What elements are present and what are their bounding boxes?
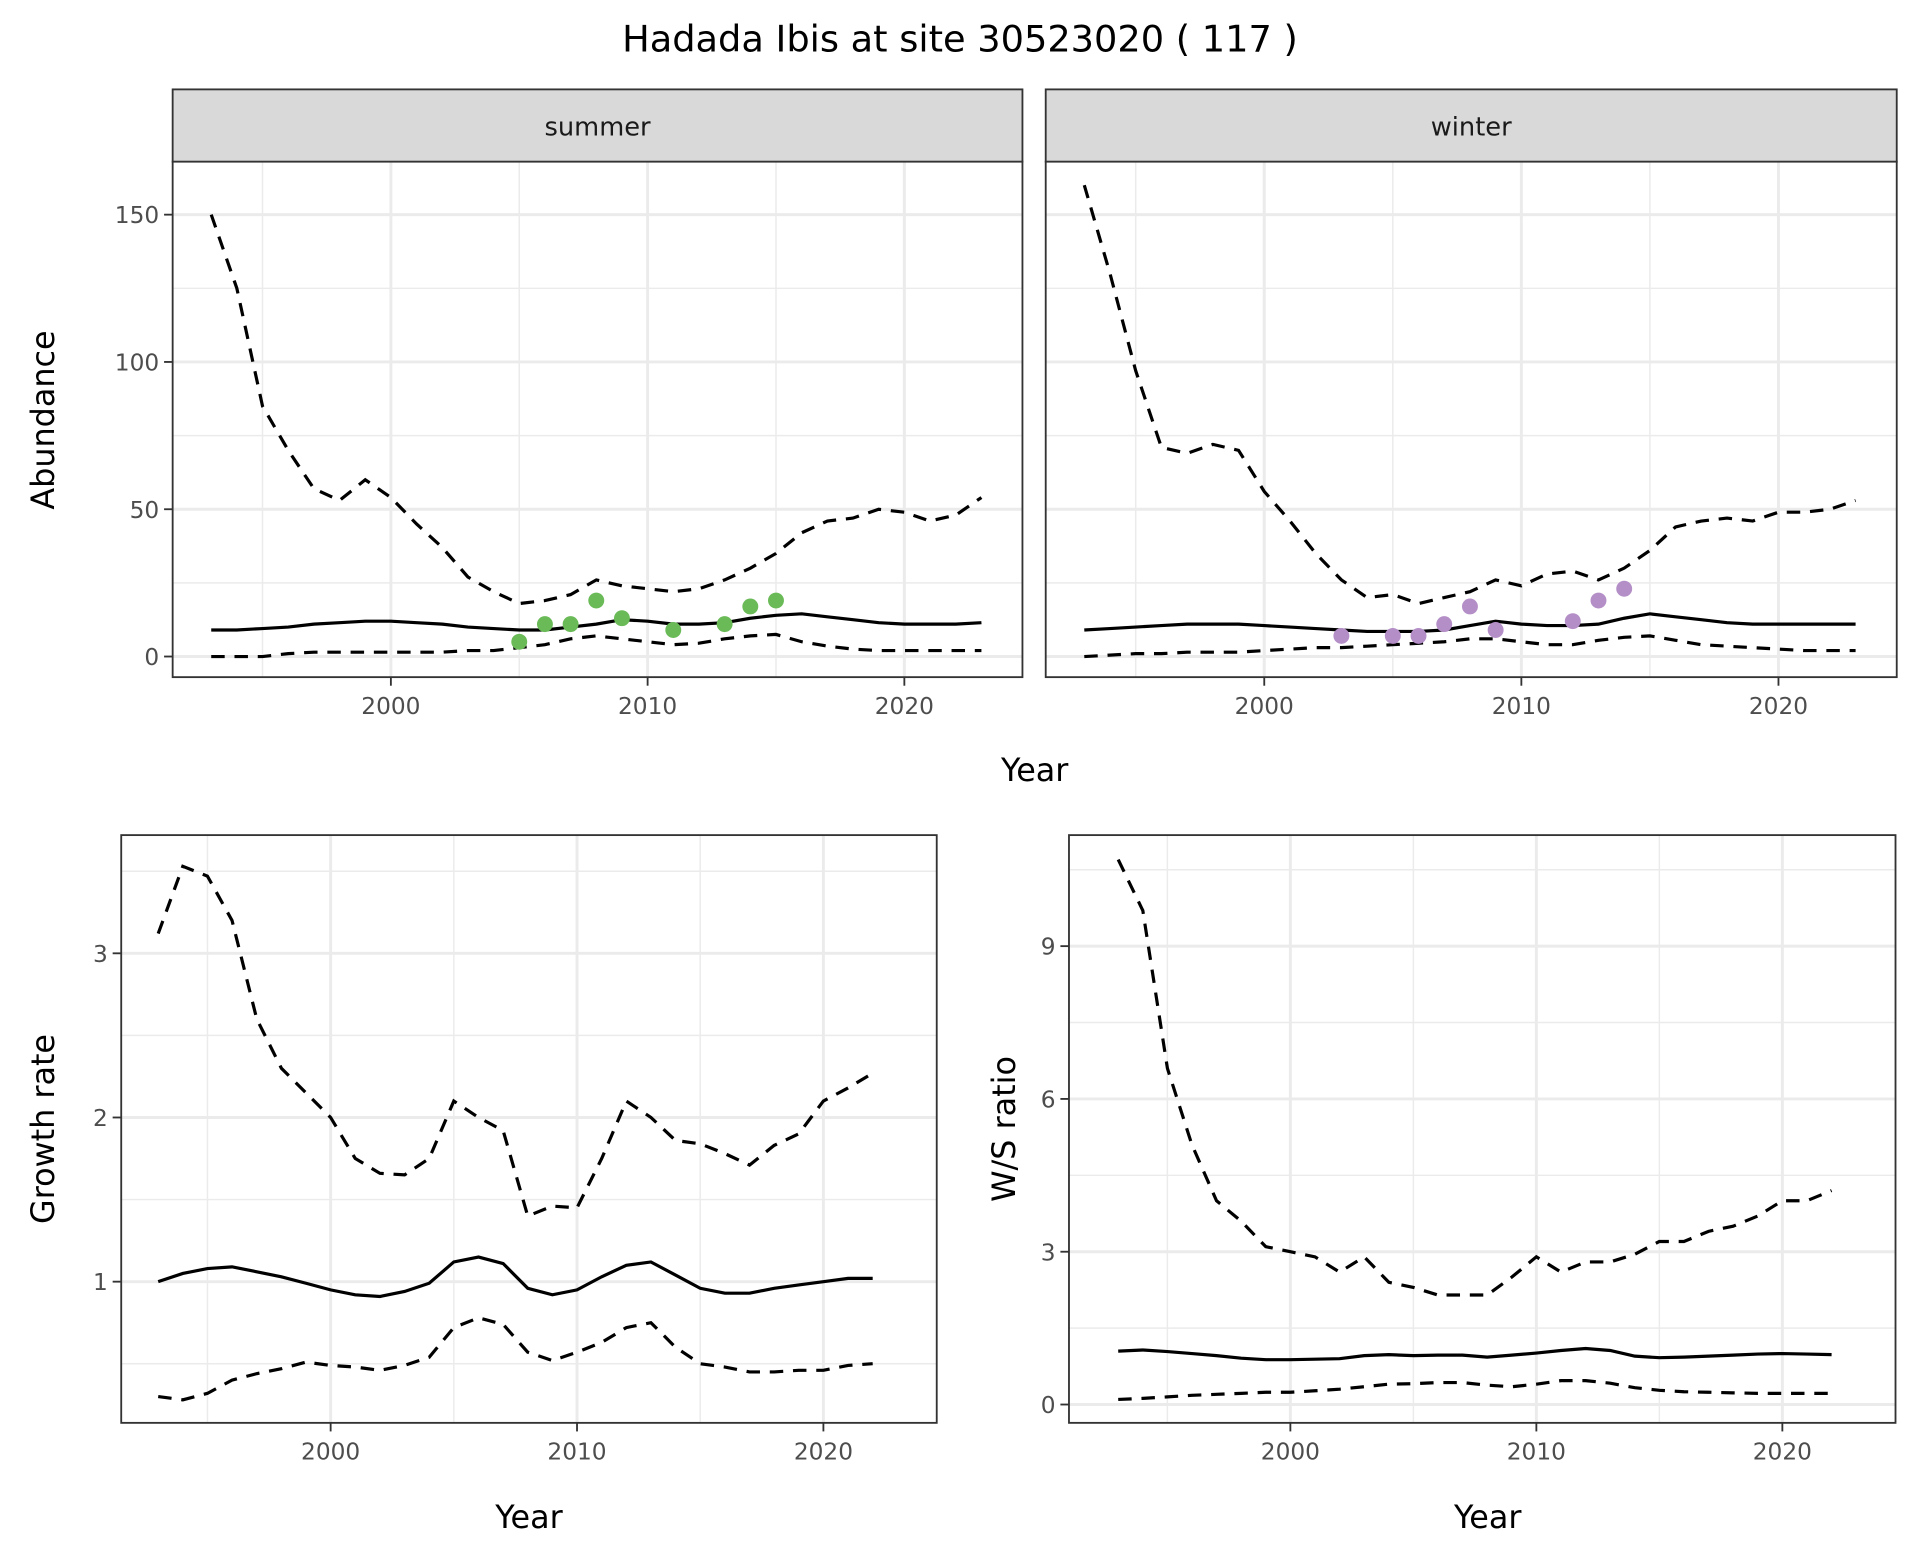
observation-point [1487, 622, 1504, 638]
figure-title: Hadada Ibis at site 30523020 ( 117 ) [622, 17, 1298, 60]
observation-point [1384, 627, 1401, 644]
upper-ci-line [1116, 858, 1833, 1297]
y-tick-label: 3 [93, 941, 108, 968]
y-tick-label: 0 [1041, 1392, 1056, 1419]
panel-ws-ratio: 2000 2010 2020 0 3 6 9 W/S ratio Year [985, 834, 1897, 1536]
lower-ci-line [211, 632, 982, 659]
observation-point [1333, 627, 1350, 644]
x-tick-label: 2010 [1492, 693, 1551, 720]
panel-border [120, 834, 938, 1424]
observation-point [768, 592, 784, 609]
x-tick-label: 2020 [875, 693, 934, 720]
x-tick-label: 2000 [301, 1439, 360, 1466]
upper-ci-line [209, 214, 983, 606]
panel-summer: 2000 2010 2020 0 50 100 150 summer Abundance [24, 88, 1024, 720]
x-tick-label: 2000 [1261, 1439, 1320, 1466]
mean-line [1118, 1346, 1832, 1362]
lower-ci-line [157, 1316, 873, 1402]
y-tick-label: 2 [93, 1105, 108, 1132]
y-tick-label: 3 [1041, 1239, 1056, 1266]
facet-strip [171, 88, 1024, 163]
observation-point [742, 598, 759, 615]
x-tick-label: 2010 [547, 1439, 606, 1466]
x-tick-label: 2000 [361, 693, 420, 720]
observation-point [562, 616, 579, 633]
mean-line [157, 1255, 873, 1299]
y-tick-label: 0 [144, 644, 159, 671]
x-tick-label: 2010 [1507, 1439, 1566, 1466]
lower-ci-line [1084, 634, 1856, 659]
observation-point [536, 616, 553, 633]
observation-point [1590, 592, 1607, 609]
observation-point [1616, 580, 1633, 597]
y-tick-label: 1 [93, 1269, 108, 1296]
x-tick-label: 2010 [618, 693, 677, 720]
y-axis-title: W/S ratio [985, 1056, 1023, 1202]
observation-point [1461, 598, 1478, 615]
y-tick-label: 6 [1041, 1087, 1056, 1114]
x-tick-label: 2000 [1235, 693, 1294, 720]
facet-label: summer [544, 112, 651, 142]
panel-winter: 2000 2010 2020 winter Year [1000, 88, 1898, 789]
observation-point [665, 622, 682, 638]
y-tick-label: 9 [1041, 934, 1056, 961]
x-tick-label: 2020 [1749, 693, 1808, 720]
y-axis-title: Growth rate [24, 1034, 62, 1224]
observation-point [511, 633, 528, 650]
y-axis-title: Abundance [24, 330, 62, 509]
facet-label: winter [1431, 112, 1512, 142]
lower-ci-line [1118, 1379, 1832, 1402]
mean-line [211, 612, 982, 632]
observation-point [716, 616, 733, 633]
panel-border [1068, 834, 1897, 1424]
upper-ci-line [1082, 184, 1857, 606]
observation-point [1410, 627, 1427, 644]
mean-line [1084, 612, 1856, 634]
x-tick-label: 2020 [794, 1439, 853, 1466]
observation-point [1564, 613, 1581, 630]
panel-growth-rate: 2000 2010 2020 1 2 3 Growth rate Year [24, 834, 938, 1536]
y-tick-label: 50 [130, 497, 160, 524]
observation-point [588, 592, 605, 609]
x-axis-title: Year [1453, 1498, 1522, 1536]
observation-point [613, 610, 630, 627]
x-axis-title: Year [494, 1498, 563, 1536]
y-tick-label: 150 [115, 202, 159, 229]
x-tick-label: 2020 [1753, 1439, 1812, 1466]
y-tick-label: 100 [115, 350, 159, 377]
observation-point [1436, 616, 1453, 633]
x-axis-title: Year [1000, 751, 1069, 789]
upper-ci-line [156, 864, 874, 1219]
facet-strip [1044, 88, 1898, 163]
